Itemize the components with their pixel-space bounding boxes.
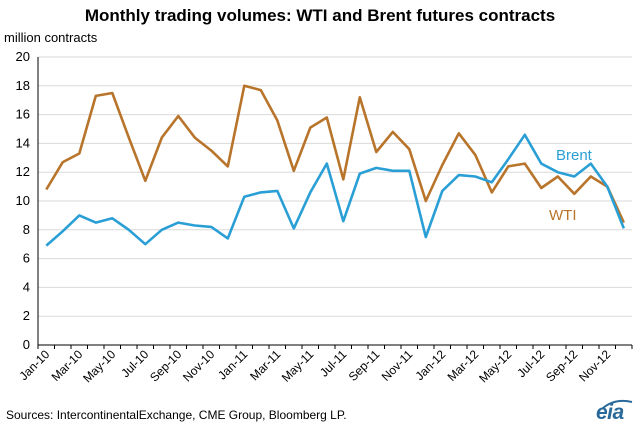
- x-tick-label: Nov-10: [180, 347, 217, 384]
- source-note: Sources: IntercontinentalExchange, CME G…: [6, 408, 347, 422]
- x-tick-label: Sep-12: [543, 347, 580, 384]
- y-tick-label: 14: [16, 135, 30, 150]
- y-tick-label: 18: [16, 78, 30, 93]
- y-tick-label: 10: [16, 193, 30, 208]
- x-tick-label: Mar-12: [445, 347, 482, 384]
- x-tick-label: Mar-10: [49, 347, 86, 384]
- y-tick-label: 8: [23, 222, 30, 237]
- y-tick-label: 20: [16, 49, 30, 64]
- series-label-wti: WTI: [549, 207, 577, 224]
- x-tick-label: Jul-11: [317, 347, 350, 380]
- x-tick-label: Nov-12: [576, 347, 613, 384]
- x-tick-label: Sep-11: [346, 347, 383, 384]
- chart-title: Monthly trading volumes: WTI and Brent f…: [84, 6, 556, 25]
- x-tick-label: Jan-11: [215, 347, 250, 382]
- series-line-brent: [45, 133, 626, 247]
- x-tick-label: Jan-10: [17, 347, 53, 383]
- series-lines: [45, 84, 626, 247]
- series-line-wti: [45, 84, 625, 224]
- x-tick-label: May-10: [80, 347, 118, 385]
- x-tick-label: May-12: [476, 347, 514, 385]
- y-tick-label: 16: [16, 107, 30, 122]
- eia-logo: eia: [596, 401, 624, 425]
- x-tick-label: Nov-11: [379, 347, 416, 384]
- eia-logo-text: eia: [596, 401, 624, 424]
- y-tick-label: 0: [23, 337, 30, 352]
- x-tick-label: Mar-11: [247, 347, 283, 383]
- x-tick-label: Jan-12: [413, 347, 449, 383]
- y-axis-label: million contracts: [4, 30, 98, 45]
- y-tick-label: 4: [23, 279, 30, 294]
- eia-logo-swoosh-icon: [601, 399, 633, 410]
- y-tick-label: 12: [16, 164, 30, 179]
- series-label-brent: Brent: [556, 147, 593, 164]
- x-tick-label: Sep-10: [147, 347, 184, 384]
- axes: [37, 57, 633, 349]
- series-labels: WTI Brent: [549, 147, 593, 224]
- x-tick-label: May-11: [279, 347, 317, 385]
- y-tick-label: 2: [23, 308, 30, 323]
- y-tick-labels: 0 2 4 6 8 10 12 14 16 18 20: [16, 49, 30, 352]
- y-tick-label: 6: [23, 251, 30, 266]
